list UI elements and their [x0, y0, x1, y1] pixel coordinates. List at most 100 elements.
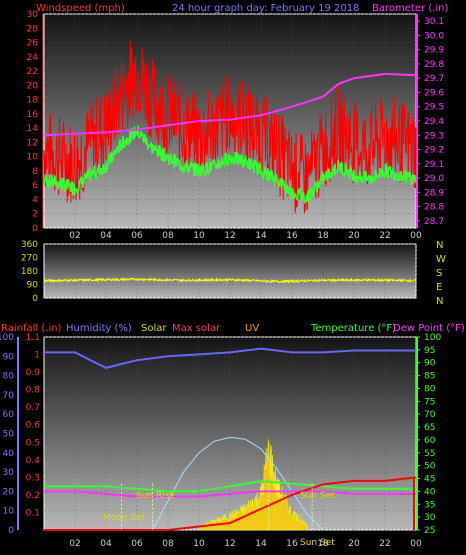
humidity-tick-label: 30: [3, 468, 15, 478]
direction-tick-label: 180: [21, 267, 38, 277]
wind-x-tick-label: 14: [255, 231, 267, 241]
temperature-tick-label: 90: [424, 359, 436, 369]
legend-temperature: Temperature (°F): [310, 323, 396, 334]
baro-tick-label: 29.6: [424, 88, 444, 98]
rain-tick-label: 1: [34, 351, 40, 361]
climate-x-tick-label: 12: [224, 539, 235, 549]
baro-tick-label: 29.9: [424, 46, 444, 56]
wind-tick-label: 0: [32, 224, 38, 234]
climate-x-tick-label: 08: [162, 539, 174, 549]
rain-tick-label: 1.1: [26, 333, 40, 343]
wind-x-tick-label: 08: [162, 231, 174, 241]
dir-letter-w: W: [436, 254, 446, 265]
wind-tick-label: 12: [27, 138, 38, 148]
humidity-line: [44, 347, 416, 369]
baro-tick-label: 28.8: [424, 203, 444, 213]
dir-letter-n-top: N: [436, 240, 443, 251]
climate-x-tick-label: 10: [193, 539, 205, 549]
humidity-tick-label: 20: [3, 487, 15, 497]
humidity-tick-label: 0: [8, 526, 14, 536]
wind-tick-label: 26: [27, 39, 39, 49]
wind-x-tick-label: 10: [193, 231, 205, 241]
temperature-tick-label: 65: [424, 423, 435, 433]
climate-x-tick-label: 22: [379, 539, 390, 549]
legend-max-solar: Max solar: [172, 323, 221, 334]
baro-tick-label: 29.0: [424, 174, 444, 184]
climate-x-tick-label: 16: [286, 539, 298, 549]
rain-tick-label: 0.1: [26, 508, 40, 518]
max-solar-line: [152, 436, 324, 531]
rain-tick-label: 0.3: [26, 473, 40, 483]
wind-tick-label: 2: [32, 210, 38, 220]
baro-tick-label: 28.9: [424, 188, 444, 198]
climate-x-tick-label: 00: [410, 539, 422, 549]
direction-tick-label: 360: [21, 240, 38, 250]
wind-x-tick-label: 18: [317, 231, 329, 241]
wind-tick-label: 28: [27, 24, 39, 34]
wind-x-tick-label: 00: [410, 231, 422, 241]
temperature-tick-label: 45: [424, 475, 435, 485]
wind-tick-label: 20: [27, 81, 39, 91]
humidity-tick-label: 100: [0, 333, 14, 343]
barometer-line: [43, 72, 417, 137]
rainfall-line: [44, 476, 417, 531]
humidity-tick-label: 70: [3, 391, 15, 401]
baro-tick-label: 29.4: [424, 117, 444, 127]
climate-x-tick-label: 18: [317, 539, 329, 549]
temperature-tick-label: 30: [424, 513, 436, 523]
rain-tick-label: 0.8: [26, 386, 41, 396]
wind-tick-label: 18: [27, 96, 39, 106]
legend-dew-point: Dew Point (°F): [393, 323, 465, 334]
wind-x-tick-label: 12: [224, 231, 235, 241]
temperature-tick-label: 40: [424, 487, 436, 497]
baro-tick-label: 29.3: [424, 131, 444, 141]
climate-x-tick-label: 02: [69, 539, 80, 549]
dir-letter-s: S: [436, 268, 442, 279]
moon-set-label: Moon Set: [103, 513, 146, 523]
legend-solar: Solar: [141, 323, 167, 334]
climate-x-tick-label: 04: [100, 539, 112, 549]
wind-direction-line: [43, 276, 417, 284]
date-title: 24 hour graph day: February 19 2018: [172, 3, 360, 14]
baro-tick-label: 30.0: [424, 31, 444, 41]
wind-tick-label: 8: [32, 167, 38, 177]
legend-humidity: Humidity (%): [66, 323, 132, 334]
temperature-tick-label: 35: [424, 500, 435, 510]
rain-tick-label: 0.9: [26, 368, 41, 378]
humidity-tick-label: 60: [3, 410, 15, 420]
direction-tick-label: 90: [27, 281, 39, 291]
moon-rise-label: Moon Rise: [256, 513, 303, 523]
legend-rainfall: Rainfall (.in): [1, 323, 62, 334]
baro-tick-label: 29.7: [424, 74, 444, 84]
humidity-tick-label: 80: [3, 372, 15, 382]
sun-set-lower-label: Sun Set: [300, 538, 335, 548]
windspeed-line: [43, 40, 417, 214]
wind-x-tick-label: 20: [348, 231, 360, 241]
wind-tick-label: 14: [27, 124, 39, 134]
direction-tick-label: 270: [21, 254, 38, 264]
baro-tick-label: 29.2: [424, 146, 444, 156]
sun-rise-label: Sun Rise: [136, 491, 175, 501]
humidity-tick-label: 10: [3, 507, 15, 517]
legend-uv: UV: [245, 323, 259, 334]
climate-x-tick-label: 14: [255, 539, 267, 549]
humidity-tick-label: 90: [3, 352, 15, 362]
baro-tick-label: 29.8: [424, 60, 444, 70]
wind-tick-label: 4: [32, 195, 38, 205]
temperature-tick-label: 100: [424, 333, 441, 343]
wind-x-tick-label: 16: [286, 231, 298, 241]
rain-tick-label: 0.4: [26, 456, 41, 466]
temperature-tick-label: 60: [424, 436, 436, 446]
sun-set-label: Sun Set: [300, 491, 335, 501]
climate-x-tick-label: 20: [348, 539, 360, 549]
rain-tick-label: 0.2: [26, 491, 40, 501]
rain-tick-label: 0.7: [26, 403, 40, 413]
windspeed-title: Windspeed (mph): [36, 3, 125, 14]
baro-tick-label: 30.1: [424, 17, 444, 27]
barometer-title: Barometer (.in): [372, 3, 448, 14]
wind-tick-label: 16: [27, 110, 39, 120]
baro-tick-label: 29.1: [424, 160, 444, 170]
temperature-tick-label: 75: [424, 397, 435, 407]
temperature-tick-label: 70: [424, 410, 436, 420]
solar-area: [198, 439, 308, 531]
